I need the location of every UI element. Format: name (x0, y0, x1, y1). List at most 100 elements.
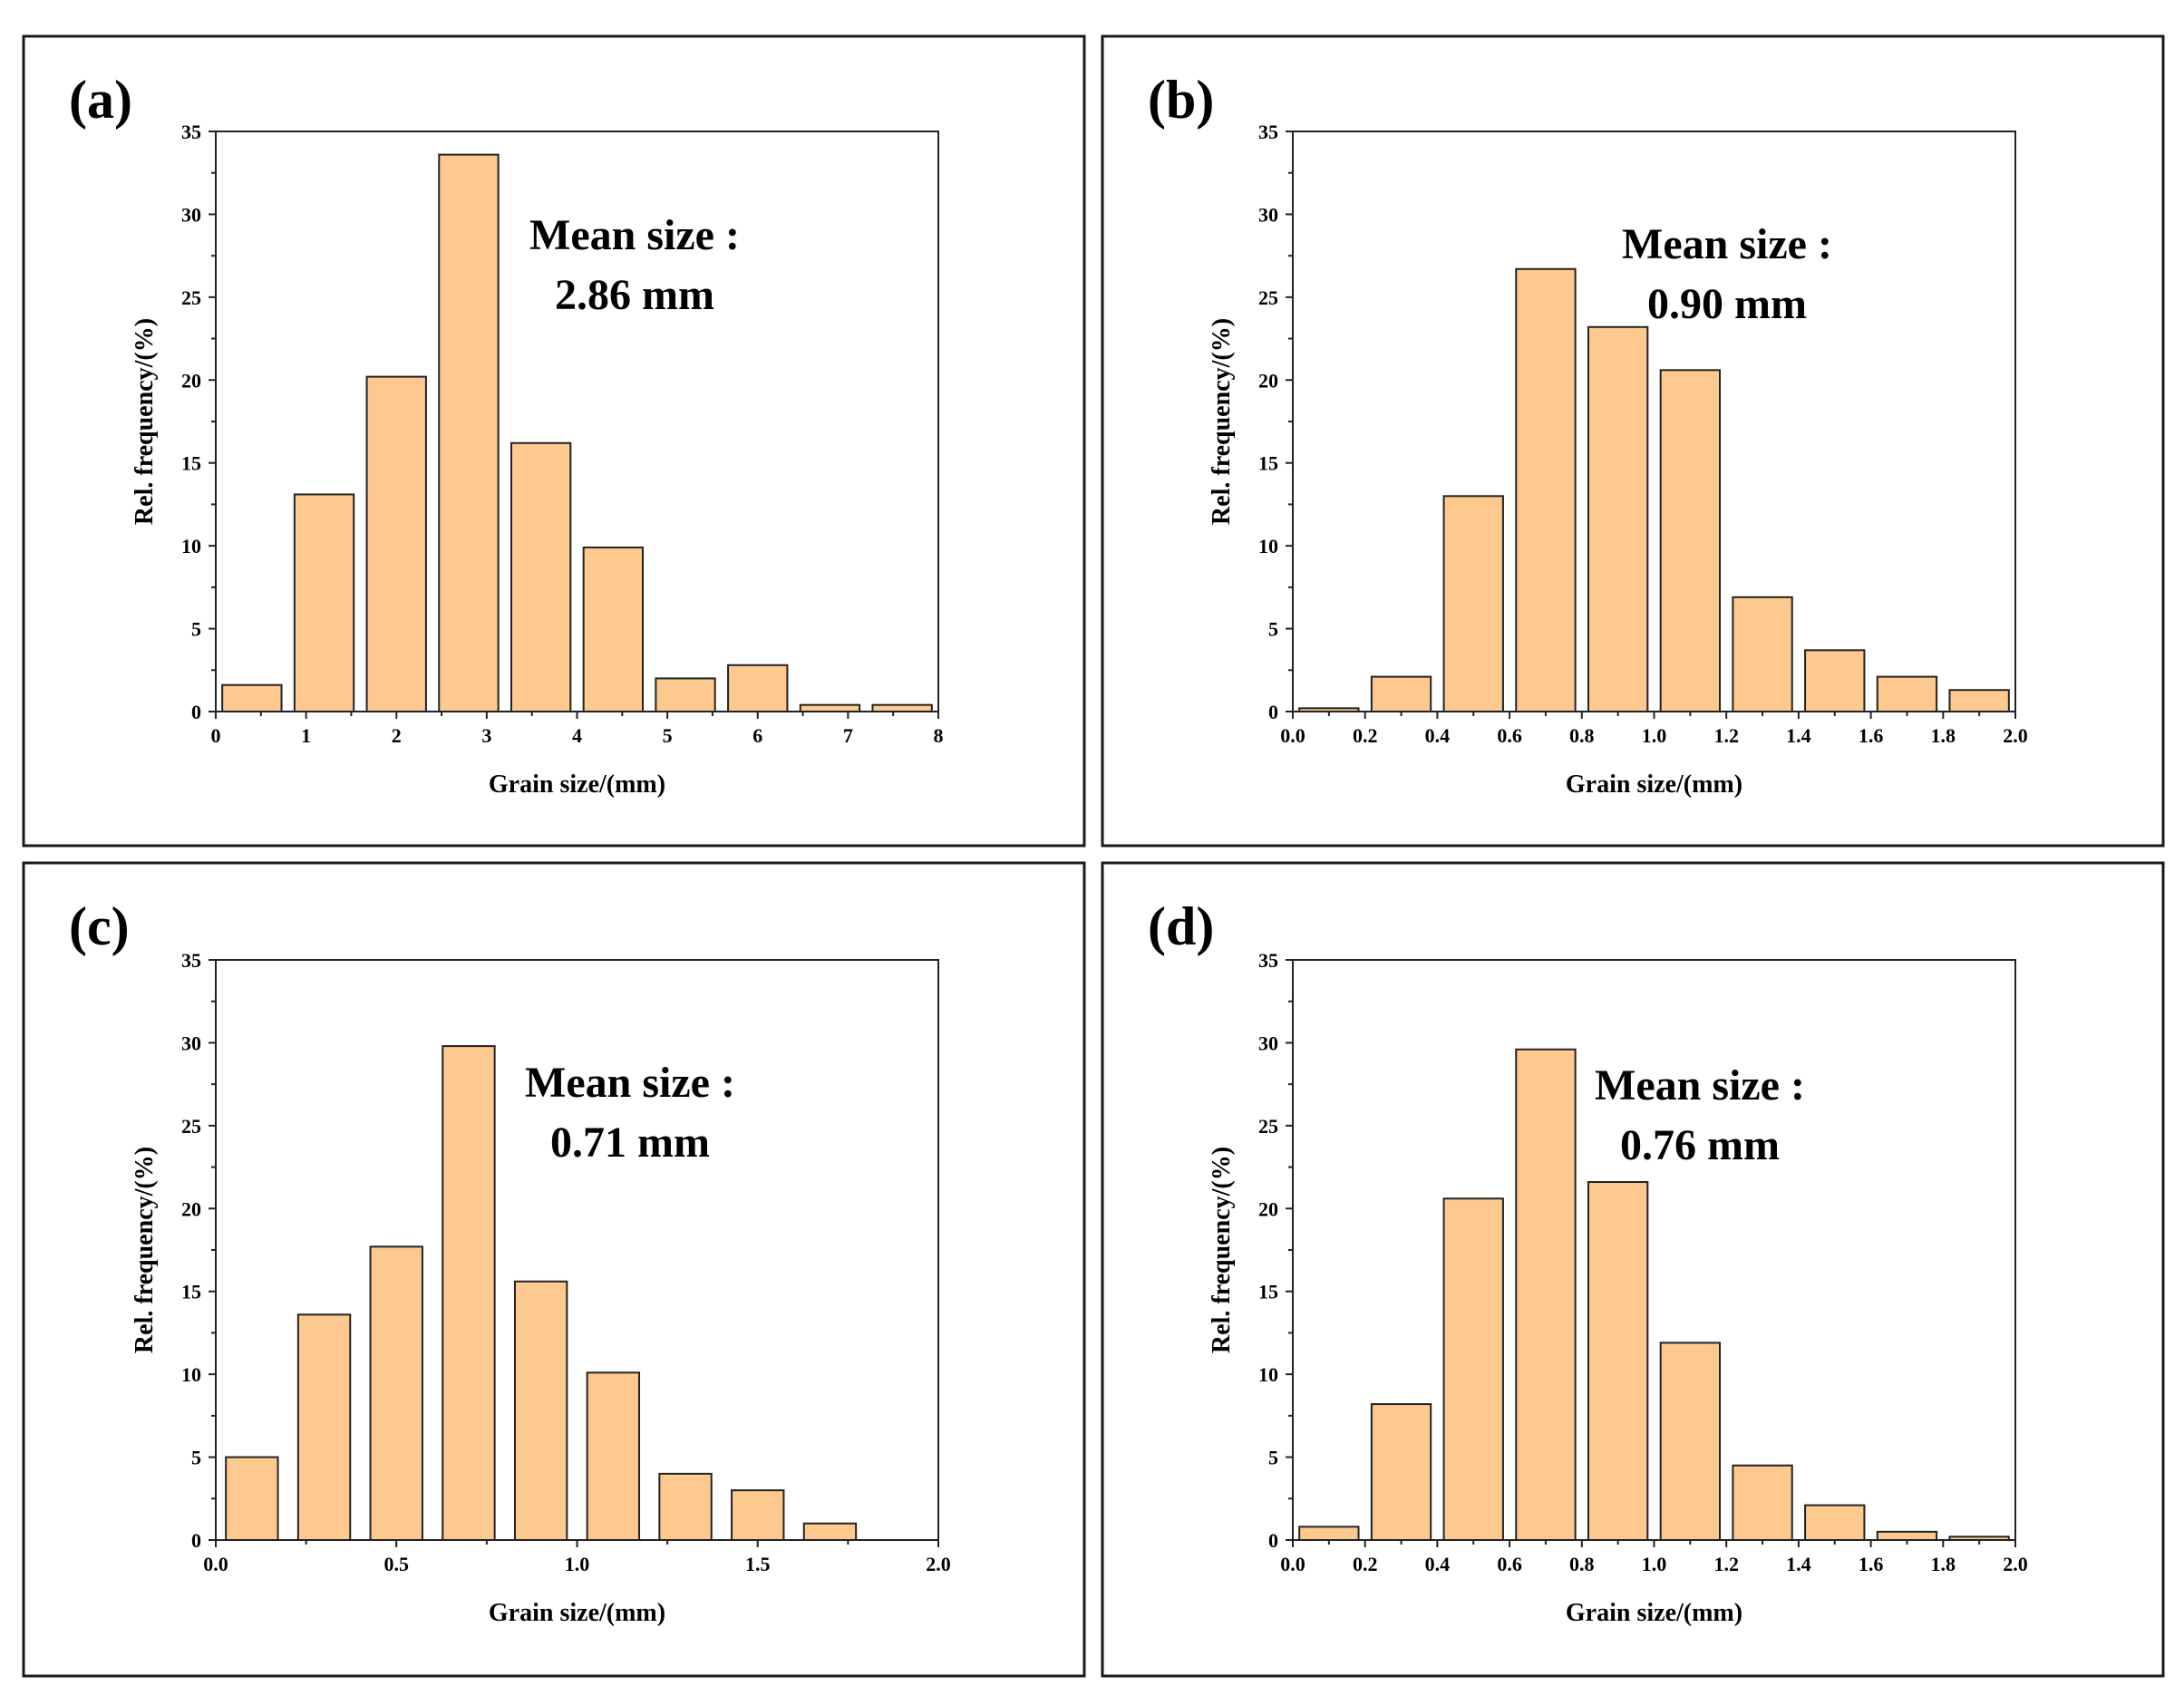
histogram-bar (1370, 1403, 1432, 1542)
x-tick-label: 0.2 (1353, 724, 1378, 747)
panel-frame (22, 34, 1086, 848)
y-tick-label: 35 (1258, 121, 1278, 143)
x-tick-label: 1.4 (1786, 1553, 1811, 1575)
histogram-bar (658, 1472, 713, 1541)
x-tick-label: 1.6 (1859, 724, 1884, 747)
x-tick-label: 0.6 (1497, 724, 1522, 747)
histogram-bar (655, 677, 716, 712)
x-axis-label: Grain size/(mm) (1566, 1599, 1742, 1627)
histogram-bar (1732, 596, 1793, 713)
panel-label: (b) (1148, 70, 1214, 130)
x-tick-label: 8 (934, 724, 944, 747)
x-axis-label: Grain size/(mm) (489, 770, 665, 799)
histogram-bar (221, 683, 283, 712)
panel-label: (d) (1148, 896, 1214, 956)
chart-panel: 0 5 10 15 20 25 30 35 0 1 2 3 4 5 6 7 8 Grain size/(mm) Re… (22, 34, 1086, 848)
y-tick-label: 20 (181, 1197, 201, 1220)
histogram-bar (871, 703, 933, 713)
mean-size-label: Mean size : (529, 211, 740, 259)
histogram-bar (1732, 1464, 1793, 1541)
histogram-bar (586, 1371, 641, 1542)
histogram-bar (1442, 495, 1504, 712)
histogram-bar (1370, 675, 1432, 712)
y-tick-label: 35 (1258, 949, 1278, 972)
x-tick-label: 0.5 (384, 1553, 410, 1575)
mean-size-label: Mean size : (525, 1059, 735, 1107)
y-tick-label: 0 (191, 701, 201, 723)
x-tick-label: 5 (663, 724, 673, 747)
histogram-bar (438, 153, 500, 713)
x-tick-label: 1.0 (1642, 724, 1667, 747)
histogram-bar (365, 375, 427, 712)
histogram-bar (1515, 1048, 1577, 1541)
histogram-bar (1515, 267, 1577, 712)
x-tick-label: 1.8 (1931, 1553, 1956, 1575)
y-tick-label: 10 (1258, 1363, 1278, 1386)
histogram-bar (731, 1489, 785, 1542)
histogram-bar (1804, 649, 1866, 713)
histogram-bar (1659, 1342, 1722, 1542)
histogram-bar (1876, 1530, 1938, 1541)
y-tick-label: 25 (181, 1115, 201, 1138)
x-tick-label: 7 (843, 724, 853, 747)
x-tick-label: 0 (211, 724, 221, 747)
y-tick-label: 10 (1258, 535, 1278, 557)
mean-size-label: Mean size : (1622, 220, 1832, 268)
x-tick-label: 0.0 (1280, 724, 1306, 747)
x-tick-label: 1.0 (565, 1553, 590, 1575)
x-tick-label: 1.6 (1859, 1553, 1884, 1575)
y-tick-label: 15 (181, 1281, 201, 1303)
chart-panel: 0 5 10 15 20 25 30 35 0.0 0.2 0.4 0.6 0.8 1.0 1.2 1.4 1.… (1101, 34, 2165, 848)
histogram-bar (1948, 689, 2010, 712)
x-tick-label: 0.8 (1569, 1553, 1595, 1575)
x-tick-label: 3 (481, 724, 491, 747)
x-tick-label: 1.2 (1713, 724, 1739, 747)
x-tick-label: 0.0 (1280, 1553, 1306, 1575)
y-tick-label: 0 (191, 1529, 201, 1552)
x-axis-label: Grain size/(mm) (1566, 770, 1742, 799)
histogram-bar (513, 1280, 568, 1541)
histogram-bar (799, 703, 861, 713)
y-tick-label: 20 (1258, 1197, 1278, 1220)
y-axis-label: Rel. frequency/(%) (1208, 318, 1236, 525)
histogram-bar (1876, 675, 1938, 712)
y-tick-label: 5 (191, 618, 201, 641)
y-tick-label: 35 (181, 121, 201, 143)
x-tick-label: 0.2 (1353, 1553, 1378, 1575)
y-tick-label: 20 (181, 369, 201, 392)
histogram-bar (510, 441, 572, 712)
x-tick-label: 1.4 (1786, 724, 1811, 747)
x-tick-label: 0.4 (1425, 1553, 1451, 1575)
histogram-bar (1442, 1197, 1504, 1542)
mean-size-value: 0.90 mm (1647, 280, 1807, 328)
x-tick-label: 2.0 (926, 1553, 951, 1575)
x-tick-label: 2 (392, 724, 402, 747)
y-tick-label: 0 (1268, 1529, 1278, 1552)
y-axis-label: Rel. frequency/(%) (131, 1147, 159, 1353)
chart-panel: 0 5 10 15 20 25 30 35 0.0 0.5 1.0 1.5 2.0 Grain size/… (22, 861, 1086, 1678)
y-tick-label: 30 (1258, 1032, 1278, 1054)
x-tick-label: 4 (572, 724, 582, 747)
x-tick-label: 2.0 (2003, 1553, 2028, 1575)
histogram-bar (727, 664, 789, 712)
y-tick-label: 25 (1258, 1115, 1278, 1138)
histogram-bar (1659, 369, 1722, 712)
x-tick-label: 0.4 (1425, 724, 1451, 747)
x-tick-label: 1 (301, 724, 311, 747)
mean-size-value: 0.71 mm (550, 1119, 710, 1167)
histogram-bar (1587, 1181, 1649, 1542)
histogram-bar (1804, 1504, 1866, 1541)
chart-panel: 0 5 10 15 20 25 30 35 0.0 0.2 0.4 0.6 0.8 1.0 1.2 1.4 1.… (1101, 861, 2165, 1678)
x-tick-label: 0.8 (1569, 724, 1595, 747)
y-tick-label: 25 (1258, 286, 1278, 309)
histogram-bar (1587, 325, 1649, 712)
y-tick-label: 10 (181, 1363, 201, 1386)
histogram-bar (802, 1522, 858, 1541)
y-axis-label: Rel. frequency/(%) (1208, 1147, 1236, 1353)
y-tick-label: 20 (1258, 369, 1278, 392)
y-axis-label: Rel. frequency/(%) (131, 318, 159, 525)
y-tick-label: 15 (1258, 1281, 1278, 1303)
panel-label: (c) (69, 896, 130, 956)
y-tick-label: 5 (1268, 1447, 1278, 1469)
